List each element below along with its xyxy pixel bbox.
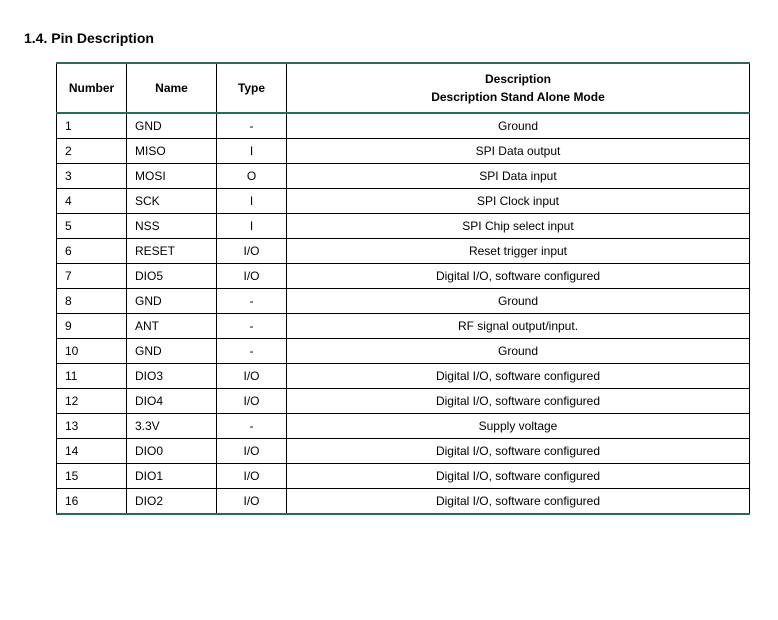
table-row: 5NSSISPI Chip select input [57, 214, 750, 239]
pin-description-table: Number Name Type Description Description… [56, 62, 750, 515]
cell-number: 3 [57, 164, 127, 189]
cell-description: SPI Data input [287, 164, 750, 189]
cell-name: DIO4 [127, 389, 217, 414]
cell-number: 2 [57, 139, 127, 164]
cell-type: I/O [217, 489, 287, 515]
cell-number: 4 [57, 189, 127, 214]
cell-description: Ground [287, 113, 750, 139]
cell-description: SPI Data output [287, 139, 750, 164]
cell-name: GND [127, 289, 217, 314]
pin-table-container: Number Name Type Description Description… [56, 62, 754, 515]
table-row: 2MISOISPI Data output [57, 139, 750, 164]
cell-number: 5 [57, 214, 127, 239]
cell-number: 16 [57, 489, 127, 515]
cell-type: I/O [217, 364, 287, 389]
cell-type: - [217, 414, 287, 439]
cell-name: DIO5 [127, 264, 217, 289]
col-header-description: Description Description Stand Alone Mode [287, 63, 750, 113]
cell-type: I [217, 139, 287, 164]
col-header-description-main: Description [485, 72, 551, 86]
table-row: 9ANT-RF signal output/input. [57, 314, 750, 339]
cell-description: Reset trigger input [287, 239, 750, 264]
table-row: 4SCKISPI Clock input [57, 189, 750, 214]
table-row: 16DIO2I/ODigital I/O, software configure… [57, 489, 750, 515]
cell-description: Ground [287, 339, 750, 364]
cell-description: Supply voltage [287, 414, 750, 439]
cell-number: 6 [57, 239, 127, 264]
cell-name: GND [127, 113, 217, 139]
cell-name: MOSI [127, 164, 217, 189]
cell-type: - [217, 314, 287, 339]
cell-description: Digital I/O, software configured [287, 489, 750, 515]
cell-description: RF signal output/input. [287, 314, 750, 339]
cell-name: DIO1 [127, 464, 217, 489]
cell-description: SPI Chip select input [287, 214, 750, 239]
cell-number: 7 [57, 264, 127, 289]
cell-description: Digital I/O, software configured [287, 389, 750, 414]
section-heading: 1.4. Pin Description [24, 30, 754, 46]
cell-type: I/O [217, 239, 287, 264]
cell-description: Ground [287, 289, 750, 314]
cell-description: SPI Clock input [287, 189, 750, 214]
cell-number: 13 [57, 414, 127, 439]
cell-number: 1 [57, 113, 127, 139]
cell-type: - [217, 289, 287, 314]
cell-name: NSS [127, 214, 217, 239]
cell-type: I/O [217, 439, 287, 464]
cell-number: 14 [57, 439, 127, 464]
table-row: 10GND-Ground [57, 339, 750, 364]
col-header-number: Number [57, 63, 127, 113]
cell-description: Digital I/O, software configured [287, 364, 750, 389]
table-row: 3MOSIOSPI Data input [57, 164, 750, 189]
cell-name: MISO [127, 139, 217, 164]
cell-number: 9 [57, 314, 127, 339]
cell-type: O [217, 164, 287, 189]
cell-number: 15 [57, 464, 127, 489]
table-row: 1GND-Ground [57, 113, 750, 139]
table-row: 12DIO4I/ODigital I/O, software configure… [57, 389, 750, 414]
table-header-row: Number Name Type Description Description… [57, 63, 750, 113]
pin-table-body: 1GND-Ground2MISOISPI Data output3MOSIOSP… [57, 113, 750, 514]
cell-type: I [217, 189, 287, 214]
cell-type: I [217, 214, 287, 239]
cell-number: 11 [57, 364, 127, 389]
cell-name: 3.3V [127, 414, 217, 439]
cell-type: I/O [217, 389, 287, 414]
table-row: 14DIO0I/ODigital I/O, software configure… [57, 439, 750, 464]
cell-name: RESET [127, 239, 217, 264]
cell-type: I/O [217, 264, 287, 289]
cell-name: DIO3 [127, 364, 217, 389]
cell-name: ANT [127, 314, 217, 339]
table-row: 7DIO5I/ODigital I/O, software configured [57, 264, 750, 289]
col-header-type: Type [217, 63, 287, 113]
cell-description: Digital I/O, software configured [287, 264, 750, 289]
cell-description: Digital I/O, software configured [287, 464, 750, 489]
cell-number: 8 [57, 289, 127, 314]
table-row: 11DIO3I/ODigital I/O, software configure… [57, 364, 750, 389]
table-row: 15DIO1I/ODigital I/O, software configure… [57, 464, 750, 489]
cell-name: GND [127, 339, 217, 364]
cell-type: - [217, 113, 287, 139]
cell-name: DIO0 [127, 439, 217, 464]
cell-name: SCK [127, 189, 217, 214]
table-row: 133.3V-Supply voltage [57, 414, 750, 439]
cell-name: DIO2 [127, 489, 217, 515]
table-row: 6RESETI/OReset trigger input [57, 239, 750, 264]
cell-number: 12 [57, 389, 127, 414]
cell-number: 10 [57, 339, 127, 364]
cell-type: I/O [217, 464, 287, 489]
cell-type: - [217, 339, 287, 364]
col-header-name: Name [127, 63, 217, 113]
cell-description: Digital I/O, software configured [287, 439, 750, 464]
table-row: 8GND-Ground [57, 289, 750, 314]
col-header-description-sub: Description Stand Alone Mode [295, 88, 741, 106]
